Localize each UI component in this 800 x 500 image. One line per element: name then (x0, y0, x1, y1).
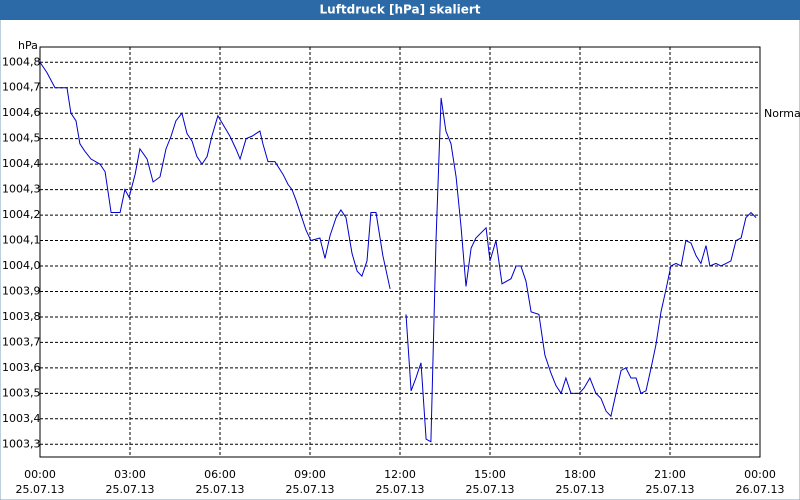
y-tick-label: 1004,1 (2, 234, 41, 247)
y-tick-label: 1003,9 (2, 284, 41, 297)
x-tick-date: 25.07.13 (286, 483, 335, 496)
y-tick-label: 1003,6 (2, 361, 41, 374)
y-tick-label: 1004,3 (2, 183, 41, 196)
x-tick-date: 25.07.13 (556, 483, 605, 496)
x-tick-label: 03:00 (114, 468, 146, 481)
x-tick-label: 18:00 (564, 468, 596, 481)
y-tick-label: 1003,3 (2, 437, 41, 450)
y-tick-label: 1004,5 (2, 132, 41, 145)
title-bar (0, 0, 800, 20)
x-tick-date: 26.07.13 (736, 483, 785, 496)
y-tick-label: 1003,8 (2, 310, 41, 323)
x-tick-label: 09:00 (294, 468, 326, 481)
x-tick-date: 25.07.13 (16, 483, 65, 496)
data-line (39, 61, 391, 290)
x-tick-label: 15:00 (474, 468, 506, 481)
y-tick-label: 1004,0 (2, 259, 41, 272)
y-tick-label: 1003,7 (2, 335, 41, 348)
x-tick-label: 00:00 (744, 468, 776, 481)
x-tick-date: 25.07.13 (196, 483, 245, 496)
y-tick-label: 1004,6 (2, 106, 41, 119)
chart-title: Luftdruck [hPa] skaliert (320, 3, 481, 17)
x-tick-label: 06:00 (204, 468, 236, 481)
x-tick-date: 25.07.13 (106, 483, 155, 496)
y-tick-label: 1003,4 (2, 412, 41, 425)
x-tick-date: 25.07.13 (466, 483, 515, 496)
y-tick-label: 1003,5 (2, 386, 41, 399)
plot-border (39, 46, 761, 458)
y-unit: hPa (18, 39, 38, 52)
x-tick-date: 25.07.13 (646, 483, 695, 496)
y-tick-label: 1004,2 (2, 208, 41, 221)
x-tick-label: 00:00 (24, 468, 56, 481)
data-line (405, 97, 757, 443)
x-tick-label: 21:00 (654, 468, 686, 481)
x-tick-label: 12:00 (384, 468, 416, 481)
legend-label: Normal (764, 107, 800, 120)
y-tick-label: 1004,4 (2, 157, 41, 170)
x-tick-date: 25.07.13 (376, 483, 425, 496)
y-tick-label: 1004,8 (2, 55, 41, 68)
y-tick-label: 1004,7 (2, 81, 41, 94)
